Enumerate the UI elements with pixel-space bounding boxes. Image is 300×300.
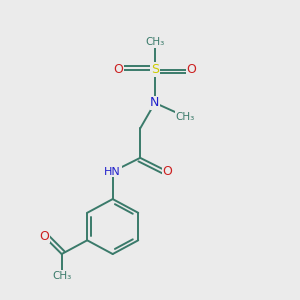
Text: O: O — [114, 63, 124, 76]
Text: O: O — [39, 230, 49, 243]
Text: CH₃: CH₃ — [145, 37, 164, 47]
Text: CH₃: CH₃ — [176, 112, 195, 122]
Text: O: O — [163, 165, 172, 178]
Text: HN: HN — [104, 167, 121, 177]
Text: O: O — [186, 63, 196, 76]
Text: N: N — [150, 96, 160, 110]
Text: S: S — [151, 63, 159, 76]
Text: CH₃: CH₃ — [52, 271, 71, 281]
